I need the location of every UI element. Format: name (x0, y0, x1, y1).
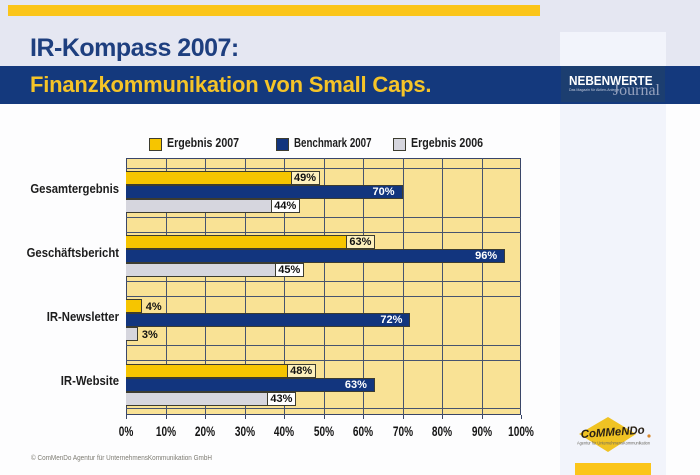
svg-text:CoMMeNDo: CoMMeNDo (580, 425, 645, 441)
svg-text:Agentur für UnternehmensKommun: Agentur für UnternehmensKommunikation (577, 441, 651, 446)
